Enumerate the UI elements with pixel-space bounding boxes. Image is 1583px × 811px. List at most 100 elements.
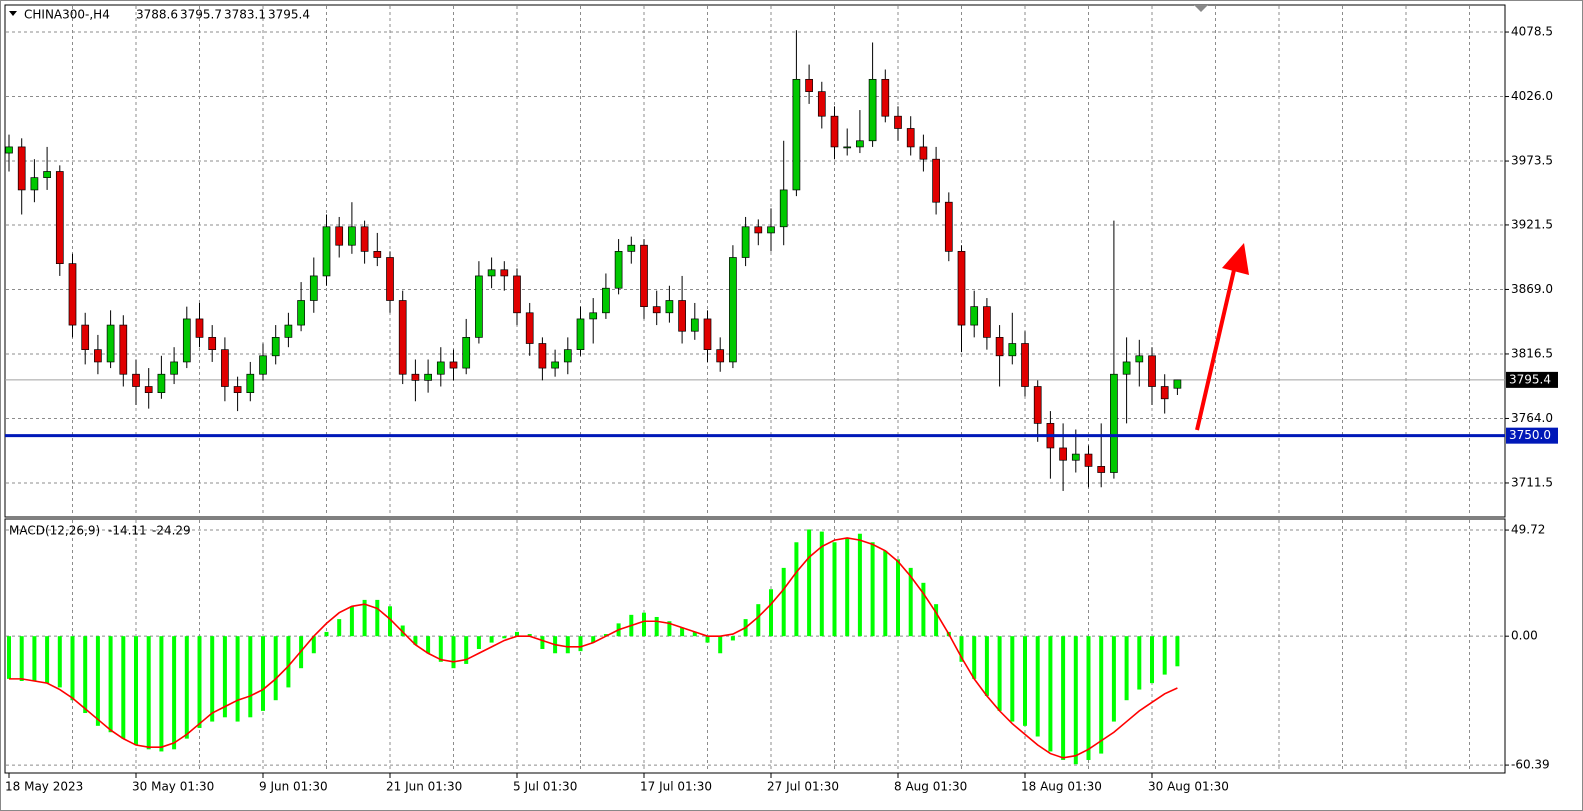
candle-body: [436, 361, 445, 375]
candle-body: [5, 146, 13, 154]
macd-bar: [819, 531, 824, 637]
candle-body: [767, 226, 775, 234]
macd-bar: [756, 604, 761, 637]
candle-body: [348, 226, 356, 246]
macd-bar: [527, 634, 532, 637]
macd-bar: [489, 636, 494, 643]
annotation-arrow: [1195, 269, 1236, 431]
y-tick-label: 3973.5: [1511, 154, 1553, 168]
candle-body: [195, 318, 204, 338]
macd-bar: [845, 537, 850, 637]
macd-bar: [7, 636, 11, 679]
macd-bar: [730, 636, 735, 641]
macd-bar: [502, 636, 507, 639]
candle-body: [157, 373, 166, 394]
x-tick-label: 17 Jul 01:30: [640, 780, 712, 794]
candle-body: [983, 306, 991, 338]
macd-bar: [172, 636, 177, 750]
candle-body: [1160, 386, 1169, 400]
macd-bar: [83, 636, 88, 714]
menu-triangle[interactable]: [9, 11, 17, 16]
candle-body: [30, 177, 39, 191]
macd-main-value: -14.11: [108, 524, 147, 538]
candle-body: [1084, 453, 1093, 467]
candle-body: [1008, 343, 1017, 357]
candle-body: [690, 318, 699, 332]
macd-bar: [1061, 636, 1066, 760]
candle-body: [741, 226, 750, 258]
macd-bar: [896, 559, 900, 637]
y-tick-label: 49.72: [1511, 523, 1545, 537]
macd-bar: [159, 636, 164, 752]
candle-body: [144, 386, 153, 394]
macd-signal-value: -24.29: [152, 524, 191, 538]
candle-body: [271, 337, 280, 357]
candle-body: [995, 337, 1004, 357]
candle-body: [81, 324, 90, 351]
candle-body: [284, 324, 293, 338]
macd-bar: [1111, 636, 1116, 722]
candle-body: [551, 361, 559, 369]
candle-body: [1148, 355, 1156, 387]
macd-bar: [70, 636, 75, 701]
candle-body: [360, 226, 369, 252]
macd-bar: [680, 627, 685, 637]
macd-bar: [921, 582, 926, 637]
candle-body: [805, 78, 813, 92]
macd-bar: [146, 636, 151, 750]
candle-body: [500, 269, 509, 277]
macd-bar: [997, 636, 1002, 711]
macd-bar: [95, 636, 100, 726]
current-price-label: 3795.4: [1509, 372, 1551, 386]
candle-body: [678, 300, 686, 332]
macd-bar: [57, 636, 62, 688]
candle-body: [627, 244, 636, 252]
candle-body: [525, 312, 534, 344]
macd-bar: [134, 636, 138, 746]
macd-bar: [476, 636, 481, 649]
y-tick-label: 3869.0: [1511, 282, 1553, 296]
y-tick-label: 0.00: [1511, 629, 1538, 643]
macd-bar: [235, 636, 240, 722]
macd-bar: [1137, 636, 1142, 690]
macd-bar: [667, 621, 672, 637]
macd-bar: [286, 636, 291, 688]
candle-body: [1135, 355, 1144, 363]
macd-bar: [248, 636, 253, 718]
x-tick-label: 21 Jun 01:30: [386, 780, 462, 794]
macd-bar: [45, 636, 50, 684]
x-tick-label: 27 Jul 01:30: [767, 780, 839, 794]
candle-body: [932, 158, 940, 203]
candle-body: [94, 349, 102, 363]
signal-line: [9, 537, 1178, 759]
candle-body: [703, 318, 712, 351]
candle-body: [716, 349, 725, 363]
candle-body: [373, 251, 382, 258]
candle-body: [1059, 447, 1067, 461]
macd-bar: [540, 636, 545, 649]
macd-bar: [832, 542, 837, 637]
macd-bar: [1048, 636, 1053, 752]
candle-body: [729, 257, 737, 363]
candle-body: [1110, 373, 1118, 473]
candle-body: [944, 201, 953, 252]
candle-body: [843, 146, 852, 149]
candle-body: [1033, 386, 1042, 424]
macd-bar: [1023, 636, 1027, 726]
x-tick-label: 18 May 2023: [5, 780, 83, 794]
macd-bar: [1150, 636, 1154, 684]
plot-layer: 3711.5 3764.0 3816.5 3869.0 3921.5 3973.5 4026…: [5, 6, 1558, 794]
macd-bar: [438, 636, 443, 662]
macd-bar: [121, 636, 126, 739]
macd-bar: [565, 636, 570, 654]
x-tick-label: 9 Jun 01:30: [259, 780, 328, 794]
macd-bar: [464, 636, 469, 664]
candle-body: [640, 244, 648, 307]
candle-body: [1173, 379, 1182, 389]
current-price-box: [1506, 371, 1558, 388]
macd-bar: [984, 636, 989, 696]
candle-body: [792, 78, 801, 191]
candle-body: [17, 146, 26, 191]
candle-body: [487, 269, 496, 277]
